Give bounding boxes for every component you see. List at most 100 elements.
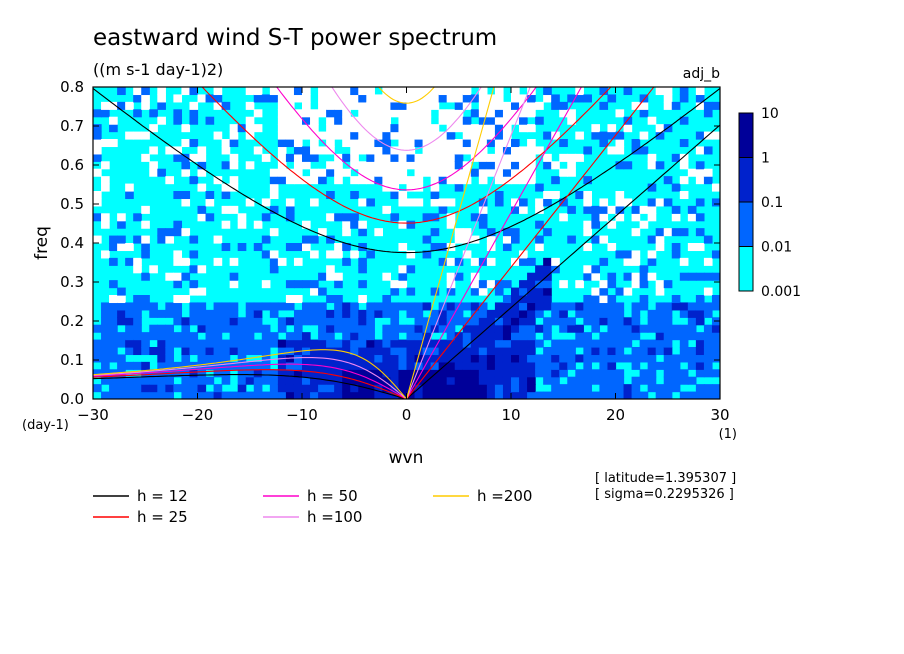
field-cell [575, 309, 584, 318]
field-cell [478, 109, 488, 118]
field-cell [318, 176, 327, 185]
field-cell [527, 295, 536, 304]
field-cell [494, 87, 504, 96]
field-cell [631, 250, 641, 259]
field-cell [454, 139, 464, 148]
field-cell [703, 384, 713, 393]
field-cell [189, 376, 199, 385]
field-cell [302, 176, 311, 185]
field-cell [583, 339, 592, 348]
field-cell [293, 309, 303, 318]
field-cell [334, 243, 343, 252]
field-cell [157, 309, 166, 318]
field-cell [342, 384, 351, 393]
field-cell [293, 161, 303, 170]
field-cell [382, 87, 392, 96]
field-cell [599, 198, 609, 207]
field-cell [285, 280, 295, 289]
field-cell [478, 213, 488, 222]
field-cell [567, 347, 576, 356]
field-cell [366, 384, 375, 393]
field-cell [318, 228, 327, 237]
field-cell [229, 124, 239, 133]
field-cell [543, 302, 552, 311]
field-cell [535, 146, 544, 155]
field-cell [414, 168, 424, 177]
field-cell [293, 87, 303, 96]
field-cell [639, 101, 649, 110]
field-cell [342, 332, 351, 341]
field-cell [711, 332, 720, 341]
field-cell [205, 213, 215, 222]
field-cell [197, 161, 207, 170]
field-cell [133, 361, 142, 370]
field-cell [398, 101, 408, 110]
field-cell [470, 391, 480, 399]
field-cell [342, 87, 351, 96]
field-cell [591, 347, 601, 356]
field-cell [221, 139, 231, 148]
field-cell [117, 302, 126, 311]
field-cell [551, 317, 560, 326]
field-cell [269, 87, 279, 96]
field-cell [583, 309, 592, 318]
field-cell [446, 139, 456, 148]
field-cell [478, 376, 488, 385]
field-cell [141, 272, 150, 281]
field-cell [229, 161, 239, 170]
field-cell [470, 168, 480, 177]
field-cell [342, 124, 351, 133]
field-cell [221, 205, 231, 214]
field-cell [318, 391, 327, 399]
field-cell [109, 317, 118, 326]
x-tick-label: 10 [501, 406, 520, 424]
field-cell [470, 302, 480, 311]
field-cell [519, 116, 528, 125]
field-cell [438, 116, 448, 125]
field-cell [494, 384, 504, 393]
field-cell [277, 317, 287, 326]
field-cell [535, 354, 544, 363]
field-cell [374, 146, 383, 155]
field-cell [454, 369, 464, 378]
field-cell [398, 302, 408, 311]
field-cell [366, 369, 375, 378]
field-cell [358, 309, 367, 318]
kelvin-curve-h100 [405, 87, 531, 399]
field-cell [567, 161, 576, 170]
field-cell [631, 347, 641, 356]
field-cell [502, 309, 512, 318]
field-cell [639, 131, 649, 140]
field-cell [221, 191, 231, 200]
field-cell [310, 131, 319, 140]
field-cell [334, 124, 343, 133]
field-cell [165, 228, 174, 237]
field-cell [422, 94, 432, 103]
field-cell [494, 94, 504, 103]
field-cell [422, 139, 432, 148]
field-cell [567, 376, 576, 385]
field-cell [358, 324, 367, 333]
field-cell [519, 347, 528, 356]
field-cell [293, 384, 303, 393]
field-cell [326, 124, 335, 133]
field-cell [117, 220, 126, 229]
field-cell [462, 168, 472, 177]
field-cell [366, 309, 375, 318]
field-cell [486, 317, 496, 326]
field-cell [229, 176, 239, 185]
field-cell [205, 94, 215, 103]
field-cell [109, 295, 118, 304]
field-cell [93, 139, 102, 148]
field-cell [527, 287, 536, 296]
field-cell [502, 302, 512, 311]
field-cell [181, 347, 191, 356]
field-cell [197, 205, 207, 214]
field-cell [269, 376, 279, 385]
field-cell [631, 384, 641, 393]
field-cell [446, 272, 456, 281]
field-cell [486, 101, 496, 110]
field-cell [342, 361, 351, 370]
field-cell [695, 354, 705, 363]
field-cell [221, 347, 231, 356]
